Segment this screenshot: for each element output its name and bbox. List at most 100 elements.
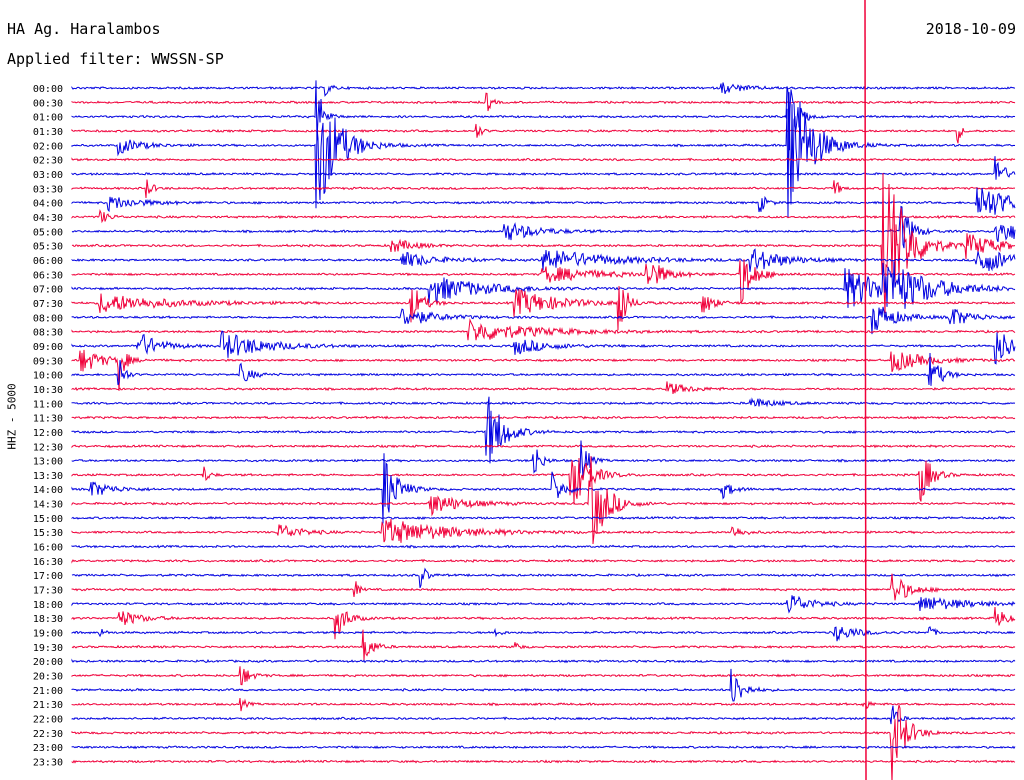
trace-0430: [71, 209, 1016, 224]
row-time-label: 20:00: [33, 657, 63, 668]
trace-1830: [71, 606, 1016, 640]
row-time-label: 02:00: [33, 141, 63, 152]
trace-1400: [71, 453, 1016, 524]
trace-1230: [71, 444, 1016, 449]
row-time-label: 09:00: [33, 342, 63, 353]
trace-1700: [71, 567, 1016, 588]
row-time-label: 08:30: [33, 328, 63, 339]
trace-1930: [71, 629, 1016, 661]
trace-0230: [71, 157, 1016, 162]
trace-2100: [71, 668, 1016, 702]
row-time-label: 19:30: [33, 643, 63, 654]
trace-0730: [71, 285, 1016, 331]
row-time-label: 06:00: [33, 256, 63, 267]
row-time-label: 05:30: [33, 242, 63, 253]
row-time-label: 07:30: [33, 299, 63, 310]
trace-2130: [71, 698, 1016, 712]
row-time-label: 00:30: [33, 98, 63, 109]
trace-2030: [71, 666, 1016, 686]
trace-1130: [71, 415, 1016, 420]
row-time-label: 01:00: [33, 113, 63, 124]
trace-0900: [71, 330, 1016, 365]
row-time-label: 12:00: [33, 428, 63, 439]
row-time-label: 14:00: [33, 485, 63, 496]
row-time-label: 01:30: [33, 127, 63, 138]
trace-1630: [71, 558, 1016, 564]
trace-0000: [71, 82, 1016, 97]
trace-2300: [71, 745, 1016, 750]
row-time-label: 03:00: [33, 170, 63, 181]
row-time-label: 11:00: [33, 399, 63, 410]
trace-1200: [71, 396, 1016, 464]
trace-2230: [71, 704, 1016, 780]
filter-label: Applied filter: WWSSN-SP: [7, 50, 224, 68]
row-time-label: 10:30: [33, 385, 63, 396]
trace-0630: [71, 259, 1016, 304]
row-time-label: 07:00: [33, 285, 63, 296]
row-time-label: 15:30: [33, 528, 63, 539]
row-time-label: 13:00: [33, 457, 63, 468]
row-time-label: 18:30: [33, 614, 63, 625]
row-time-label: 18:00: [33, 600, 63, 611]
row-time-label: 10:00: [33, 371, 63, 382]
trace-0930: [71, 349, 1016, 391]
trace-1430: [71, 456, 1016, 545]
row-time-label: 23:00: [33, 743, 63, 754]
row-time-label: 13:30: [33, 471, 63, 482]
large-event-spike: [864, 0, 867, 780]
trace-1530: [71, 518, 1016, 543]
row-time-label: 21:00: [33, 686, 63, 697]
row-time-label: 23:30: [33, 758, 63, 769]
row-time-label: 14:30: [33, 500, 63, 511]
row-time-label: 16:30: [33, 557, 63, 568]
trace-2000: [71, 658, 1016, 664]
trace-1800: [71, 595, 1016, 614]
row-time-label: 02:30: [33, 156, 63, 167]
trace-0530: [71, 172, 1016, 314]
trace-0300: [71, 156, 1016, 180]
row-time-label: 21:30: [33, 700, 63, 711]
trace-0500: [71, 205, 1016, 249]
row-time-label: 11:30: [33, 414, 63, 425]
row-time-label: 04:00: [33, 199, 63, 210]
trace-1500: [71, 515, 1016, 520]
row-time-label: 08:00: [33, 313, 63, 324]
trace-0030: [71, 92, 1016, 112]
trace-1730: [71, 573, 1016, 601]
trace-0200: [71, 92, 1016, 218]
row-time-label: 09:30: [33, 356, 63, 367]
row-time-label: 17:00: [33, 571, 63, 582]
row-time-label: 20:30: [33, 672, 63, 683]
row-time-label: 06:30: [33, 270, 63, 281]
row-time-label: 03:30: [33, 184, 63, 195]
trace-2200: [71, 705, 1016, 725]
row-time-label: 15:00: [33, 514, 63, 525]
trace-0130: [71, 123, 1016, 144]
row-time-label: 17:30: [33, 586, 63, 597]
trace-1100: [71, 397, 1016, 408]
trace-1600: [71, 544, 1016, 549]
trace-1030: [71, 381, 1016, 394]
row-time-label: 22:00: [33, 715, 63, 726]
trace-0600: [71, 248, 1016, 272]
trace-1900: [71, 626, 1016, 642]
row-time-label: 22:30: [33, 729, 63, 740]
trace-0330: [71, 179, 1016, 199]
trace-0100: [71, 80, 1016, 151]
trace-0400: [71, 187, 1016, 215]
trace-1300: [71, 440, 1016, 480]
row-time-label: 12:30: [33, 442, 63, 453]
row-time-label: 19:00: [33, 629, 63, 640]
trace-1000: [71, 352, 1016, 386]
trace-1330: [71, 457, 1016, 505]
row-time-label: 05:00: [33, 227, 63, 238]
date-label: 2018-10-09: [925, 20, 1016, 38]
row-time-label: 04:30: [33, 213, 63, 224]
row-time-label: 16:00: [33, 543, 63, 554]
trace-0800: [71, 306, 1016, 335]
row-time-label: 00:00: [33, 84, 63, 95]
station-title: HA Ag. Haralambos: [7, 20, 161, 38]
trace-2330: [71, 759, 1016, 764]
trace-0700: [71, 261, 1016, 309]
